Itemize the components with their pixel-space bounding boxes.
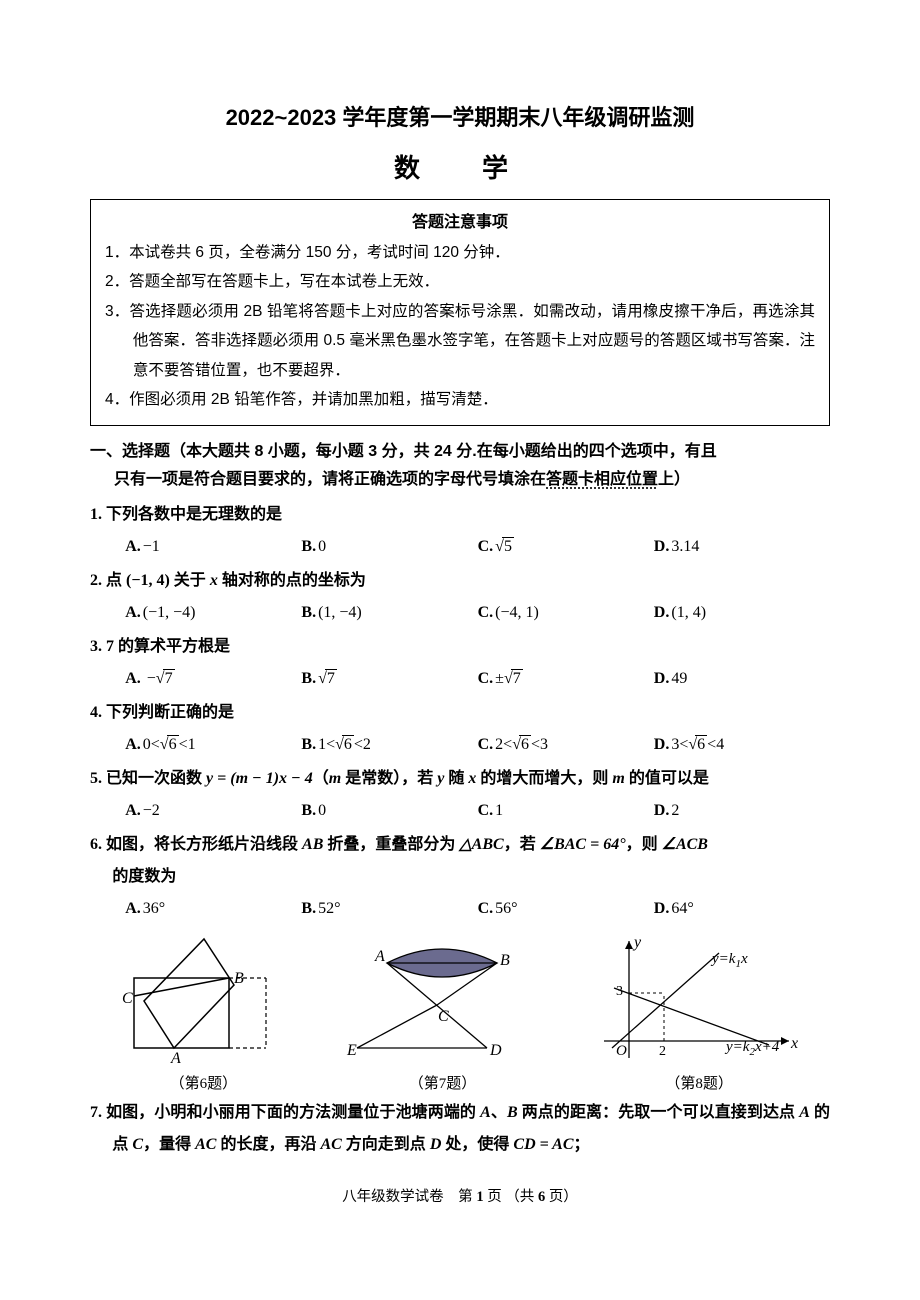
q1-D: 3.14 xyxy=(671,538,699,555)
svg-text:A: A xyxy=(374,948,385,965)
svg-text:D: D xyxy=(489,1042,502,1059)
q5-stem: 5. 已知一次函数 y = (m − 1)x − 4（m 是常数），若 y 随 … xyxy=(90,763,830,795)
notice-item: 3．答选择题必须用 2B 铅笔将答题卡上对应的答案标号涂黑．如需改动，请用橡皮擦… xyxy=(105,297,815,385)
notice-item: 1．本试卷共 6 页，全卷满分 150 分，考试时间 120 分钟． xyxy=(105,238,815,267)
q4-stem: 4. 下列判断正确的是 xyxy=(90,697,830,729)
svg-text:C: C xyxy=(438,1008,449,1025)
notice-item: 2．答题全部写在答题卡上，写在本试卷上无效． xyxy=(105,267,815,296)
q6-options: A.36° B.52° C.56° D.64° xyxy=(90,893,830,925)
notice-title: 答题注意事项 xyxy=(105,208,815,232)
question-1: 1. 下列各数中是无理数的是 A.−1 B.0 C.√5 D.3.14 xyxy=(90,499,830,563)
figure-8: O x y 2 3 y=k1x y=k2x+4 （第8题） xyxy=(594,933,804,1093)
svg-text:y: y xyxy=(632,934,642,951)
q6-A: 36° xyxy=(143,900,165,917)
q3-A: √7 xyxy=(156,663,175,695)
figure-8-caption: （第8题） xyxy=(594,1072,804,1093)
svg-text:E: E xyxy=(346,1042,357,1059)
q3-B: √7 xyxy=(318,663,337,695)
q3-options: A. −√7 B.√7 C.±√7 D.49 xyxy=(90,663,830,695)
q5-C: 1 xyxy=(495,802,503,819)
svg-text:B: B xyxy=(234,970,244,987)
exam-subject: 数 学 xyxy=(90,148,830,185)
question-4: 4. 下列判断正确的是 A.0<√6<1 B.1<√6<2 C.2<√6<3 D… xyxy=(90,697,830,761)
figures-row: A B C （第6题） A B C D E （第7题） xyxy=(90,933,830,1093)
figure-6-svg: A B C xyxy=(116,933,291,1063)
svg-text:B: B xyxy=(500,952,510,969)
svg-text:O: O xyxy=(616,1043,627,1059)
q1-B: 0 xyxy=(318,538,326,555)
question-6: 6. 如图，将长方形纸片沿线段 AB 折叠，重叠部分为 △ABC，若 ∠BAC … xyxy=(90,829,830,925)
q4-A: 0<√6<1 xyxy=(143,736,196,753)
q2-A: (−1, −4) xyxy=(143,604,196,621)
q4-D: 3<√6<4 xyxy=(671,736,724,753)
svg-text:y=k2x+4: y=k2x+4 xyxy=(724,1039,780,1058)
notice-item: 4．作图必须用 2B 铅笔作答，并请加黑加粗，描写清楚． xyxy=(105,385,815,414)
q2-options: A.(−1, −4) B.(1, −4) C.(−4, 1) D.(1, 4) xyxy=(90,597,830,629)
section-1-title: 一、选择题（本大题共 8 小题，每小题 3 分，共 24 分.在每小题给出的四个… xyxy=(90,438,830,496)
question-2: 2. 点 (−1, 4) 关于 x 轴对称的点的坐标为 A.(−1, −4) B… xyxy=(90,565,830,629)
q6-stem-cont: 的度数为 xyxy=(90,861,830,893)
q4-options: A.0<√6<1 B.1<√6<2 C.2<√6<3 D.3<√6<4 xyxy=(90,729,830,761)
svg-text:A: A xyxy=(170,1050,181,1063)
q6-C: 56° xyxy=(495,900,517,917)
q3-A-pre: − xyxy=(147,670,156,687)
q3-stem: 3. 7 的算术平方根是 xyxy=(90,631,830,663)
question-3: 3. 7 的算术平方根是 A. −√7 B.√7 C.±√7 D.49 xyxy=(90,631,830,695)
figure-6-caption: （第6题） xyxy=(116,1072,291,1093)
q3-C-pre: ± xyxy=(495,670,504,687)
q1-A: −1 xyxy=(143,538,160,555)
figure-8-svg: O x y 2 3 y=k1x y=k2x+4 xyxy=(594,933,804,1063)
question-5: 5. 已知一次函数 y = (m − 1)x − 4（m 是常数），若 y 随 … xyxy=(90,763,830,827)
question-7: 7. 如图，小明和小丽用下面的方法测量位于池塘两端的 A、B 两点的距离：先取一… xyxy=(90,1097,830,1161)
q5-B: 0 xyxy=(318,802,326,819)
svg-text:x: x xyxy=(790,1035,798,1052)
figure-7-caption: （第7题） xyxy=(342,1072,542,1093)
q2-B: (1, −4) xyxy=(318,604,362,621)
q5-options: A.−2 B.0 C.1 D.2 xyxy=(90,795,830,827)
q6-D: 64° xyxy=(671,900,693,917)
q1-options: A.−1 B.0 C.√5 D.3.14 xyxy=(90,531,830,563)
q2-stem: 2. 点 (−1, 4) 关于 x 轴对称的点的坐标为 xyxy=(90,565,830,597)
q4-C: 2<√6<3 xyxy=(495,736,548,753)
section-line1: 一、选择题（本大题共 8 小题，每小题 3 分，共 24 分.在每小题给出的四个… xyxy=(90,443,717,460)
section-underlined: 答题卡相应位置 xyxy=(546,471,658,488)
q2-C: (−4, 1) xyxy=(495,604,539,621)
section-line2: 只有一项是符合题目要求的，请将正确选项的字母代号填涂在答题卡相应位置上） xyxy=(114,471,690,488)
q5-A: −2 xyxy=(143,802,160,819)
q4-B: 1<√6<2 xyxy=(318,736,371,753)
svg-text:3: 3 xyxy=(616,984,623,999)
figure-6: A B C （第6题） xyxy=(116,933,291,1093)
figure-7-svg: A B C D E xyxy=(342,933,542,1063)
figure-7: A B C D E （第7题） xyxy=(342,933,542,1093)
q1-C: √5 xyxy=(495,531,514,563)
page-footer: 八年级数学试卷 第 1 页 （共 6 页） xyxy=(90,1185,830,1206)
q6-stem: 6. 如图，将长方形纸片沿线段 AB 折叠，重叠部分为 △ABC，若 ∠BAC … xyxy=(90,829,830,861)
q7-stem: 7. 如图，小明和小丽用下面的方法测量位于池塘两端的 A、B 两点的距离：先取一… xyxy=(90,1097,830,1161)
q2-D: (1, 4) xyxy=(671,604,706,621)
q1-stem: 1. 下列各数中是无理数的是 xyxy=(90,499,830,531)
q6-B: 52° xyxy=(318,900,340,917)
notice-box: 答题注意事项 1．本试卷共 6 页，全卷满分 150 分，考试时间 120 分钟… xyxy=(90,199,830,426)
exam-title: 2022~2023 学年度第一学期期末八年级调研监测 xyxy=(90,100,830,132)
svg-text:y=k1x: y=k1x xyxy=(710,951,748,970)
svg-text:2: 2 xyxy=(659,1044,666,1059)
q3-C: √7 xyxy=(504,663,523,695)
svg-text:C: C xyxy=(122,990,133,1007)
q5-D: 2 xyxy=(671,802,679,819)
q3-D: 49 xyxy=(671,670,687,687)
